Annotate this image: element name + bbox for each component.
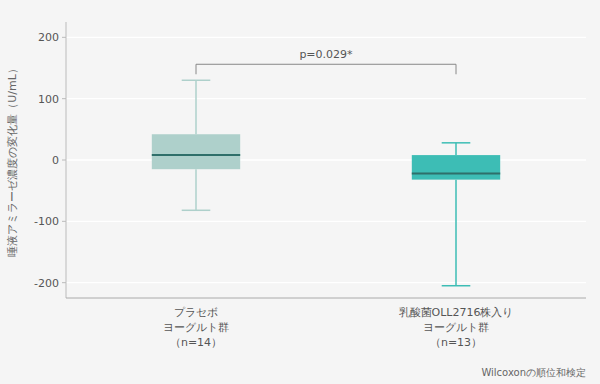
y-axis-label: 唾液アミラーゼ濃度の変化量（U/mL） [6,63,19,257]
y-tick-label: 100 [38,93,59,106]
whisker-cap-high [182,80,211,82]
whisker-cap-low [182,210,211,212]
grid-line [66,98,586,99]
footnote: Wilcoxonの順位和検定 [481,367,586,378]
whisker-high [195,80,197,134]
whisker-low [195,169,197,210]
y-axis: -200 -100 0 100 200 [34,22,66,298]
y-tick-label: -100 [34,215,59,228]
x-axis-line [66,298,586,299]
x-tick-label: プラセボヨーグルト群（n=14） [163,306,229,349]
box-plot [412,143,500,286]
grid-line [66,282,586,283]
x-axis: プラセボヨーグルト群（n=14） 乳酸菌OLL2716株入りヨーグルト群（n=13… [163,306,513,349]
y-tick-label: -200 [34,277,59,290]
background [0,0,600,384]
grid [66,37,586,282]
boxes [152,80,500,285]
bracket-line [196,64,456,74]
whisker-cap-low [442,285,471,287]
y-tick-label: 200 [38,31,59,44]
box [152,134,240,169]
whisker-high [455,143,457,155]
box [412,155,500,180]
significance-bracket: p=0.029* [196,48,456,74]
grid-line [66,37,586,38]
y-tick [62,221,66,222]
whisker-low [455,180,457,286]
grid-line [66,221,586,222]
whisker-cap-high [442,142,471,144]
median [412,172,500,174]
y-tick [62,160,66,161]
y-tick [62,282,66,283]
y-tick [62,37,66,38]
p-value: p=0.029* [299,48,353,61]
y-tick [62,98,66,99]
median [152,154,240,156]
y-tick-label: 0 [52,154,59,167]
x-tick-label: 乳酸菌OLL2716株入りヨーグルト群（n=13） [399,306,514,349]
chart: -200 -100 0 100 200 唾液アミラーゼ濃度の変化量（U/mL） プラセボヨー… [0,0,600,384]
box-plot [152,80,240,210]
grid-line [66,159,586,160]
